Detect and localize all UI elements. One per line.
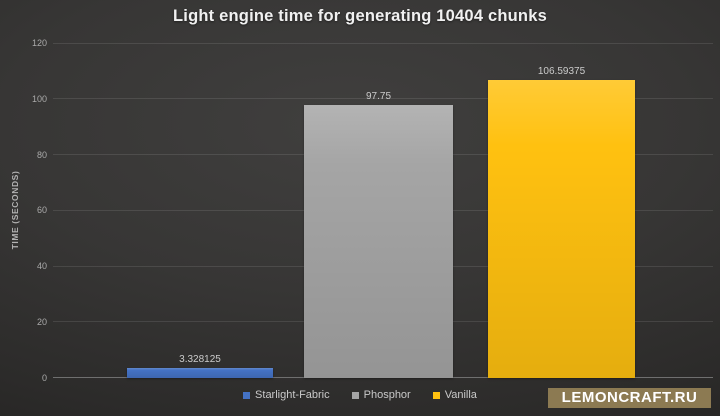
bar-value-label: 106.59375 bbox=[537, 66, 586, 78]
y-tick-label: 40 bbox=[36, 261, 47, 271]
bar-rect bbox=[304, 105, 453, 378]
y-tick-label: 120 bbox=[31, 38, 47, 48]
x-axis-line bbox=[53, 377, 713, 378]
legend-item-starlight-fabric: Starlight-Fabric bbox=[243, 389, 330, 401]
chart-title: Light engine time for generating 10404 c… bbox=[173, 7, 547, 25]
y-tick-label: 100 bbox=[31, 93, 47, 104]
legend-item-vanilla: Vanilla bbox=[432, 389, 477, 401]
bar-value-label: 3.328125 bbox=[179, 354, 221, 366]
gridline bbox=[53, 98, 713, 100]
legend-swatch-icon bbox=[243, 391, 251, 399]
y-tick-label: 60 bbox=[36, 205, 47, 216]
bar-vanilla: 106.59375 bbox=[488, 66, 635, 378]
legend-swatch-icon bbox=[432, 391, 440, 399]
legend-label: Vanilla bbox=[444, 389, 477, 401]
bar-rect bbox=[127, 368, 273, 378]
watermark-lemoncraft: LEMONCRAFT.RU bbox=[548, 388, 711, 408]
bar-value-label: 97.75 bbox=[365, 91, 392, 103]
y-tick-label: 0 bbox=[41, 372, 47, 383]
legend-item-phosphor: Phosphor bbox=[351, 389, 411, 401]
legend-swatch-icon bbox=[351, 391, 359, 399]
legend-label: Starlight-Fabric bbox=[255, 389, 330, 401]
bar-starlight-fabric: 3.328125 bbox=[127, 354, 273, 378]
gridline bbox=[53, 42, 713, 44]
legend-label: Phosphor bbox=[363, 389, 411, 401]
bar-rect bbox=[488, 80, 635, 378]
bar-phosphor: 97.75 bbox=[304, 91, 453, 378]
y-tick-label: 80 bbox=[36, 149, 47, 160]
legend: Starlight-Fabric Phosphor Vanilla bbox=[0, 389, 720, 401]
y-tick-label: 20 bbox=[36, 316, 47, 327]
